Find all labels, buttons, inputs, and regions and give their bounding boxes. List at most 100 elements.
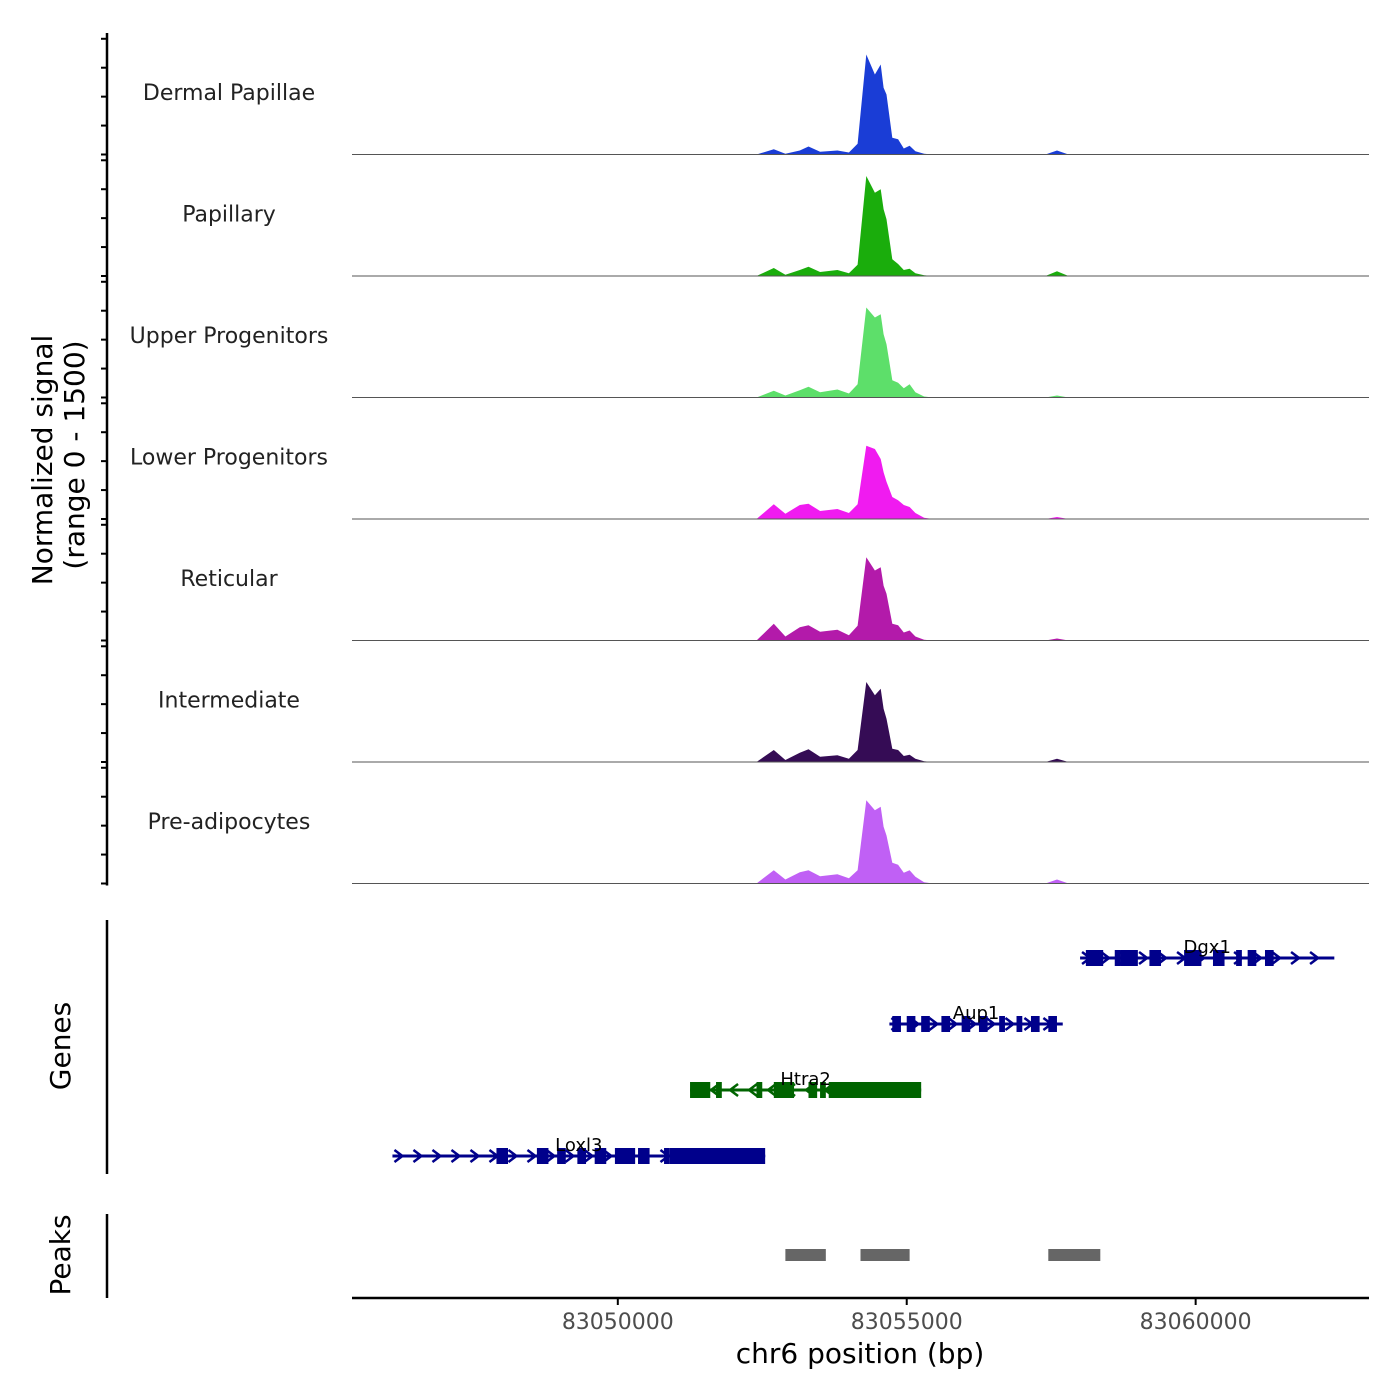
gene-exon [961,1016,971,1032]
gene-name-label: Htra2 [780,1069,830,1090]
coverage-y-axis [101,33,109,886]
x-tick-label: 83060000 [1140,1310,1252,1335]
strand-arrow [393,1149,405,1163]
strand-arrow [1138,951,1150,965]
gene-annotation-track: Dgx1 Aup1 Htra2 Loxl3 [392,937,1335,1164]
strand-arrow [583,1149,595,1163]
gene-aup1: Aup1 [889,1003,1063,1032]
strand-arrow [545,1149,557,1163]
x-tick-label: 83055000 [851,1310,963,1335]
gene-exon [557,1148,566,1164]
gene-exon [978,1016,988,1032]
coverage-track: Papillary [182,176,1369,277]
gene-dgx1: Dgx1 [1080,937,1335,966]
gene-name-label: Aup1 [953,1003,1000,1024]
gene-exon [999,1016,1005,1032]
gene-exon [1247,950,1257,966]
peak-region [785,1249,826,1261]
gene-exon [1048,1016,1057,1032]
strand-arrow [746,1083,758,1097]
gene-name-label: Dgx1 [1184,937,1231,958]
x-axis-ticks: 83050000 83055000 83060000 [562,1298,1252,1335]
coverage-track: Intermediate [158,682,1369,763]
strand-arrow [469,1149,481,1163]
gene-exon [664,1148,670,1164]
strand-arrow [412,1149,424,1163]
gene-exon [1114,950,1121,966]
strand-arrow [507,1149,519,1163]
gene-exon [820,1082,826,1098]
coverage-y-label-line2: (range 0 - 1500) [58,340,91,569]
gene-exon [496,1148,509,1164]
coverage-track-label: Dermal Papillae [143,81,315,106]
gene-exon [773,1082,795,1098]
strand-arrow [928,1017,940,1031]
strand-arrow [1100,951,1112,965]
strand-arrow [765,1083,777,1097]
gene-exon [892,1016,901,1032]
gene-htra2: Htra2 [689,1069,922,1098]
strand-arrow [450,1149,462,1163]
coverage-track: Pre-adipocytes [148,800,1369,884]
strand-arrow [526,1149,538,1163]
x-tick-label: 83050000 [562,1310,674,1335]
gene-exon [1016,1016,1023,1032]
coverage-area-reticular [352,557,1369,641]
coverage-track-label: Reticular [180,567,278,592]
gene-exon [808,1082,818,1098]
strand-arrow [1271,951,1283,965]
gene-exon [536,1148,549,1164]
gene-exon [756,1082,763,1098]
gene-loxl3: Loxl3 [392,1135,766,1164]
gene-exon [594,1148,607,1164]
gene-exon [1149,950,1161,966]
coverage-y-label-line1: Normalized signal [26,335,59,586]
gene-exon [577,1148,587,1164]
peak-region [860,1249,910,1261]
gene-exon [906,1016,916,1032]
gene-name-label: Loxl3 [555,1135,602,1156]
peaks-track [785,1249,1101,1261]
coverage-area-pre-adipocytes [352,800,1369,884]
strand-arrow [1290,951,1302,965]
strand-arrow [564,1149,576,1163]
gene-exon [1030,1016,1040,1032]
genes-track-label: Genes [44,1002,77,1090]
gene-exon [1212,950,1225,966]
coverage-area-papillary [352,176,1369,276]
strand-arrow [985,1017,997,1031]
gene-exon [1236,950,1242,966]
coverage-track: Upper Progenitors [130,307,1369,398]
gene-exon [828,1082,922,1098]
coverage-area-upper-progenitors [352,307,1369,398]
gene-exon [1264,950,1274,966]
coverage-track-label: Papillary [182,203,276,228]
strand-arrow [1004,1017,1016,1031]
coverage-tracks: Dermal Papillae Papillary Upper Progenitor… [130,54,1369,884]
gene-exon [690,1082,711,1098]
gene-exon [669,1148,766,1164]
gene-exon [1184,950,1202,966]
coverage-area-intermediate [352,682,1369,762]
coverage-track-label: Intermediate [158,689,300,714]
coverage-track: Dermal Papillae [143,54,1369,155]
gene-exon [941,1016,951,1032]
coverage-track-label: Pre-adipocytes [148,810,311,835]
gene-exon [1085,950,1104,966]
coverage-area-lower-progenitors [352,445,1369,519]
strand-arrow [1309,951,1321,965]
strand-arrow [431,1149,443,1163]
coverage-track-label: Lower Progenitors [130,446,328,471]
strand-arrow [947,1017,959,1031]
peaks-track-label: Peaks [44,1214,77,1295]
strand-arrow [727,1083,739,1097]
coverage-area-dermal-papillae [352,54,1369,155]
x-axis-title: chr6 position (bp) [736,1337,985,1370]
coverage-track: Reticular [180,557,1369,641]
coverage-track: Lower Progenitors [130,446,1369,520]
coverage-track-label: Upper Progenitors [130,324,329,349]
peak-region [1048,1249,1101,1261]
gene-exon [614,1148,636,1164]
gene-exon [638,1148,650,1164]
